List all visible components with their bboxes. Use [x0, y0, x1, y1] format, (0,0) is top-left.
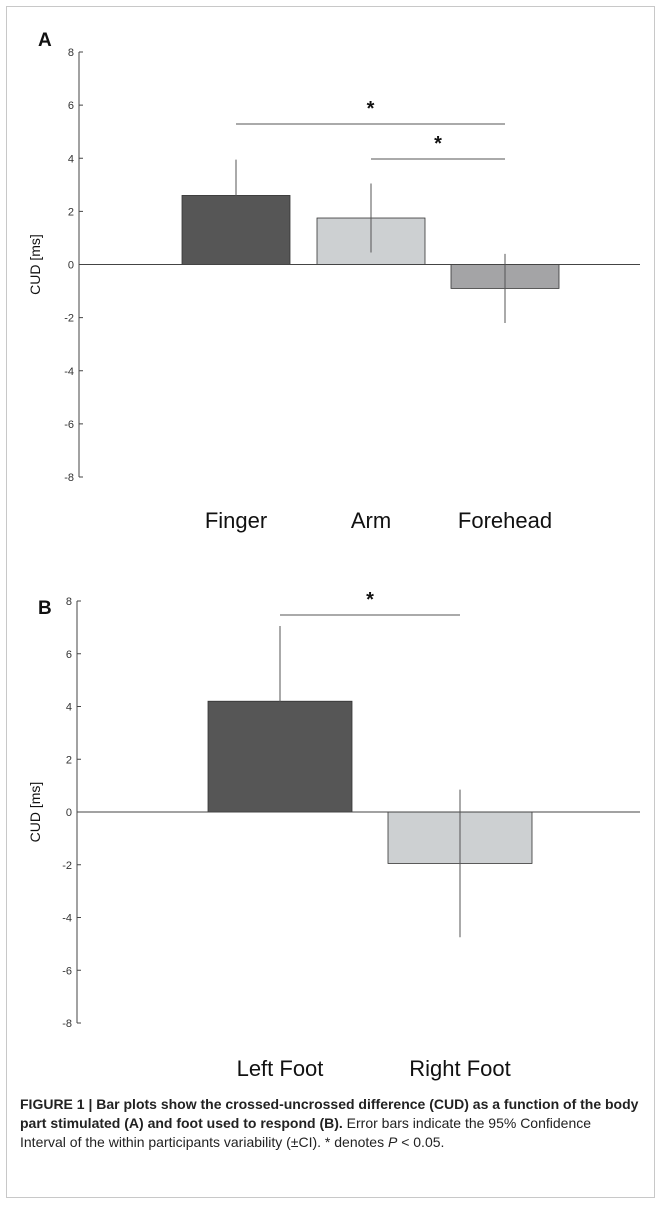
- y-tick-label: -2: [64, 313, 74, 325]
- y-tick-label: 4: [68, 153, 74, 165]
- y-tick-label: 8: [68, 47, 74, 59]
- y-tick-label: -2: [62, 860, 72, 872]
- category-label: Arm: [351, 508, 391, 533]
- y-tick-label: 4: [66, 702, 72, 714]
- chart-panel-b: B 8 6 4 2 0 -2 -4 -6 -8 CUD [ms] Left Foot Right Foo…: [27, 589, 640, 1081]
- chart-panel-a: A 8 6 4 2 0 -2 -4 -6 -8 CUD [ms] Finger Arm Forehead *…: [27, 30, 640, 533]
- category-label: Finger: [205, 508, 267, 533]
- significance-marker: *: [367, 98, 375, 120]
- category-label: Left Foot: [237, 1056, 324, 1081]
- significance-marker: *: [366, 589, 374, 611]
- y-tick-label: -6: [62, 965, 72, 977]
- y-tick-label: -4: [64, 366, 74, 378]
- y-tick-label: 0: [66, 807, 72, 819]
- y-tick-label: 6: [68, 100, 74, 112]
- figure-caption: FIGURE 1 | Bar plots show the crossed-un…: [20, 1095, 640, 1152]
- y-tick-label: -8: [62, 1018, 72, 1030]
- y-tick-label: -6: [64, 419, 74, 431]
- category-label: Right Foot: [409, 1056, 511, 1081]
- y-tick-label: 6: [66, 649, 72, 661]
- y-tick-label: 8: [66, 596, 72, 608]
- significance-marker: *: [434, 133, 442, 155]
- caption-p-symbol: P: [387, 1134, 398, 1150]
- panel-letter: B: [38, 598, 52, 619]
- y-axis-label: CUD [ms]: [27, 234, 43, 295]
- caption-title: FIGURE 1 | Bar plots show the crossed-un…: [20, 1096, 639, 1131]
- panel-letter: A: [38, 30, 52, 51]
- category-label: Forehead: [458, 508, 552, 533]
- figure-svg: A 8 6 4 2 0 -2 -4 -6 -8 CUD [ms] Finger Arm Forehead *…: [27, 30, 640, 1081]
- y-tick-label: 0: [68, 260, 74, 272]
- caption-body-prefix: Error bars indicate the 95% Confidence I…: [20, 1115, 592, 1150]
- figure-frame: [6, 6, 655, 1198]
- y-tick-label: 2: [66, 754, 72, 766]
- y-tick-label: -4: [62, 913, 72, 925]
- y-axis-label: CUD [ms]: [27, 782, 43, 843]
- y-tick-label: -8: [64, 472, 74, 484]
- caption-body-suffix: < 0.05.: [397, 1134, 445, 1150]
- y-tick-label: 2: [68, 206, 74, 218]
